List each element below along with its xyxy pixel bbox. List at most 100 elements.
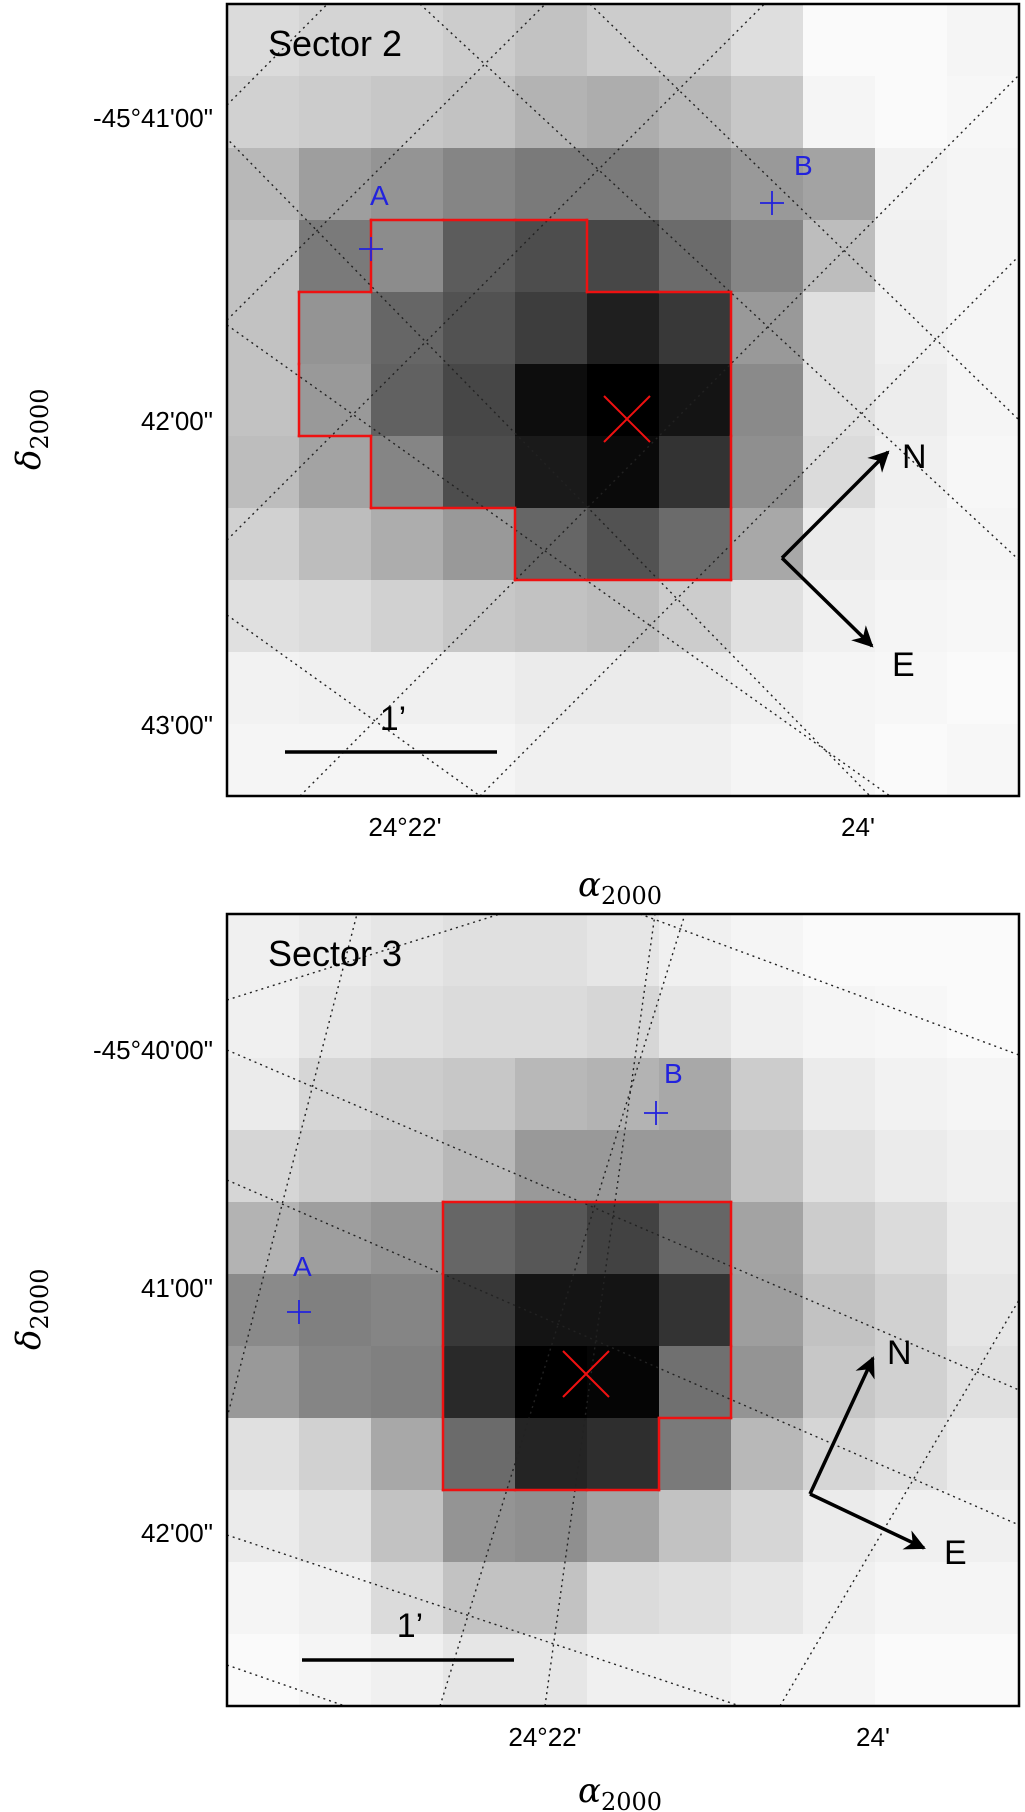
heatmap-pixel (443, 436, 516, 509)
heatmap-pixel (947, 1562, 1020, 1635)
heatmap-pixel (875, 4, 948, 77)
heatmap-pixel (947, 292, 1020, 365)
heatmap-pixel (515, 292, 588, 365)
heatmap-pixel (803, 652, 876, 725)
heatmap-pixel (947, 652, 1020, 725)
heatmap-pixel (299, 1346, 372, 1419)
heatmap-pixel (515, 1058, 588, 1131)
compass-north-label-sector-2: N (902, 438, 927, 476)
heatmap-pixel (227, 1130, 300, 1203)
heatmap-pixel (875, 986, 948, 1059)
heatmap-pixel (515, 1274, 588, 1347)
heatmap-pixel (659, 1202, 732, 1275)
y-axis-subscript: 2000 (26, 388, 54, 449)
heatmap-pixel (803, 1274, 876, 1347)
heatmap-pixel (947, 580, 1020, 653)
heatmap-pixel (731, 1634, 804, 1707)
heatmap-pixel (875, 508, 948, 581)
heatmap-pixel (587, 1202, 660, 1275)
x-tick-label: 24' (856, 1722, 890, 1752)
source-marker-b-sector-3: B (644, 1058, 683, 1125)
heatmap-pixel (299, 1418, 372, 1491)
source-marker-b-sector-2: B (760, 150, 813, 215)
y-axis-label-sector-3: δ2000 (9, 1268, 54, 1350)
heatmap-pixel (515, 1202, 588, 1275)
heatmap-pixel (299, 1130, 372, 1203)
heatmap-pixel (515, 1634, 588, 1707)
heatmap-pixel (515, 1346, 588, 1419)
heatmap-pixel (299, 652, 372, 725)
heatmap-pixel (227, 364, 300, 437)
heatmap-pixel (299, 1562, 372, 1635)
heatmap-pixel (875, 364, 948, 437)
heatmap-pixel (443, 1274, 516, 1347)
heatmap-pixel (731, 914, 804, 987)
heatmap-pixel (947, 724, 1020, 797)
heatmap-pixel (443, 1346, 516, 1419)
heatmap-pixel (515, 1562, 588, 1635)
heatmap-pixel (947, 436, 1020, 509)
heatmap-pixel (587, 580, 660, 653)
heatmap-pixel (515, 4, 588, 77)
heatmap-pixel (299, 4, 372, 77)
y-axis-label-sector-2: δ2000 (9, 388, 54, 470)
panel-sector-2: 1’ N E A B Sector 2 -45°41'00" 42'00" 43… (9, 2, 1021, 910)
heatmap-pixel (515, 76, 588, 149)
heatmap-pixel (515, 914, 588, 987)
heatmap-pixel (227, 914, 300, 987)
plot-frame-sector-2 (225, 2, 1021, 798)
coordinate-grid-sector-2 (227, 4, 1019, 796)
heatmap-pixel (227, 1202, 300, 1275)
heatmap-pixel (875, 1202, 948, 1275)
heatmap-pixel (659, 4, 732, 77)
heatmap-pixel (731, 652, 804, 725)
heatmap-pixel (443, 148, 516, 221)
heatmap-pixel (299, 1634, 372, 1707)
heatmap-pixel (299, 148, 372, 221)
heatmap-pixel (659, 76, 732, 149)
heatmap-pixel (371, 1634, 444, 1707)
heatmap-pixel (227, 148, 300, 221)
heatmap-pixel (227, 220, 300, 293)
heatmap-pixel (227, 436, 300, 509)
heatmap-pixel (443, 1202, 516, 1275)
x-tick-label: 24' (841, 812, 875, 842)
heatmap-pixel (803, 76, 876, 149)
heatmap-pixel (947, 914, 1020, 987)
heatmap-pixel (731, 4, 804, 77)
heatmap-pixel (515, 364, 588, 437)
heatmap-pixel (587, 986, 660, 1059)
heatmap-pixel (875, 1634, 948, 1707)
heatmap-pixel (731, 220, 804, 293)
aperture-outline-sector-2 (297, 218, 733, 582)
heatmap-pixel (371, 1562, 444, 1635)
heatmap-pixel (587, 1058, 660, 1131)
heatmap-pixel (515, 724, 588, 797)
x-axis-label-sector-3: α2000 (578, 1771, 662, 1812)
heatmap-pixel (227, 76, 300, 149)
heatmap-pixel (803, 364, 876, 437)
heatmap-pixel (443, 508, 516, 581)
heatmap-pixel (947, 220, 1020, 293)
heatmap-pixel (947, 76, 1020, 149)
heatmap-pixel (947, 1274, 1020, 1347)
compass-east-label-sector-3: E (944, 1534, 967, 1572)
scale-bar-label-sector-3: 1’ (397, 1607, 423, 1645)
heatmap-pixel (587, 914, 660, 987)
heatmap-pixel (227, 4, 300, 77)
source-label-b-sector-3: B (664, 1058, 683, 1089)
y-axis-symbol: δ (9, 1330, 49, 1350)
heatmap-pixel (803, 1346, 876, 1419)
heatmap-pixel (371, 4, 444, 77)
panel-title-sector-2: Sector 2 (268, 23, 402, 64)
heatmap-pixel (515, 148, 588, 221)
heatmap-pixel (731, 1490, 804, 1563)
heatmap-pixel (947, 1202, 1020, 1275)
heatmap-pixel (659, 914, 732, 987)
heatmap-pixel (587, 1130, 660, 1203)
heatmap-pixel (947, 1058, 1020, 1131)
heatmap-pixel (731, 364, 804, 437)
heatmap-pixel (587, 1634, 660, 1707)
heatmap-pixel (875, 292, 948, 365)
